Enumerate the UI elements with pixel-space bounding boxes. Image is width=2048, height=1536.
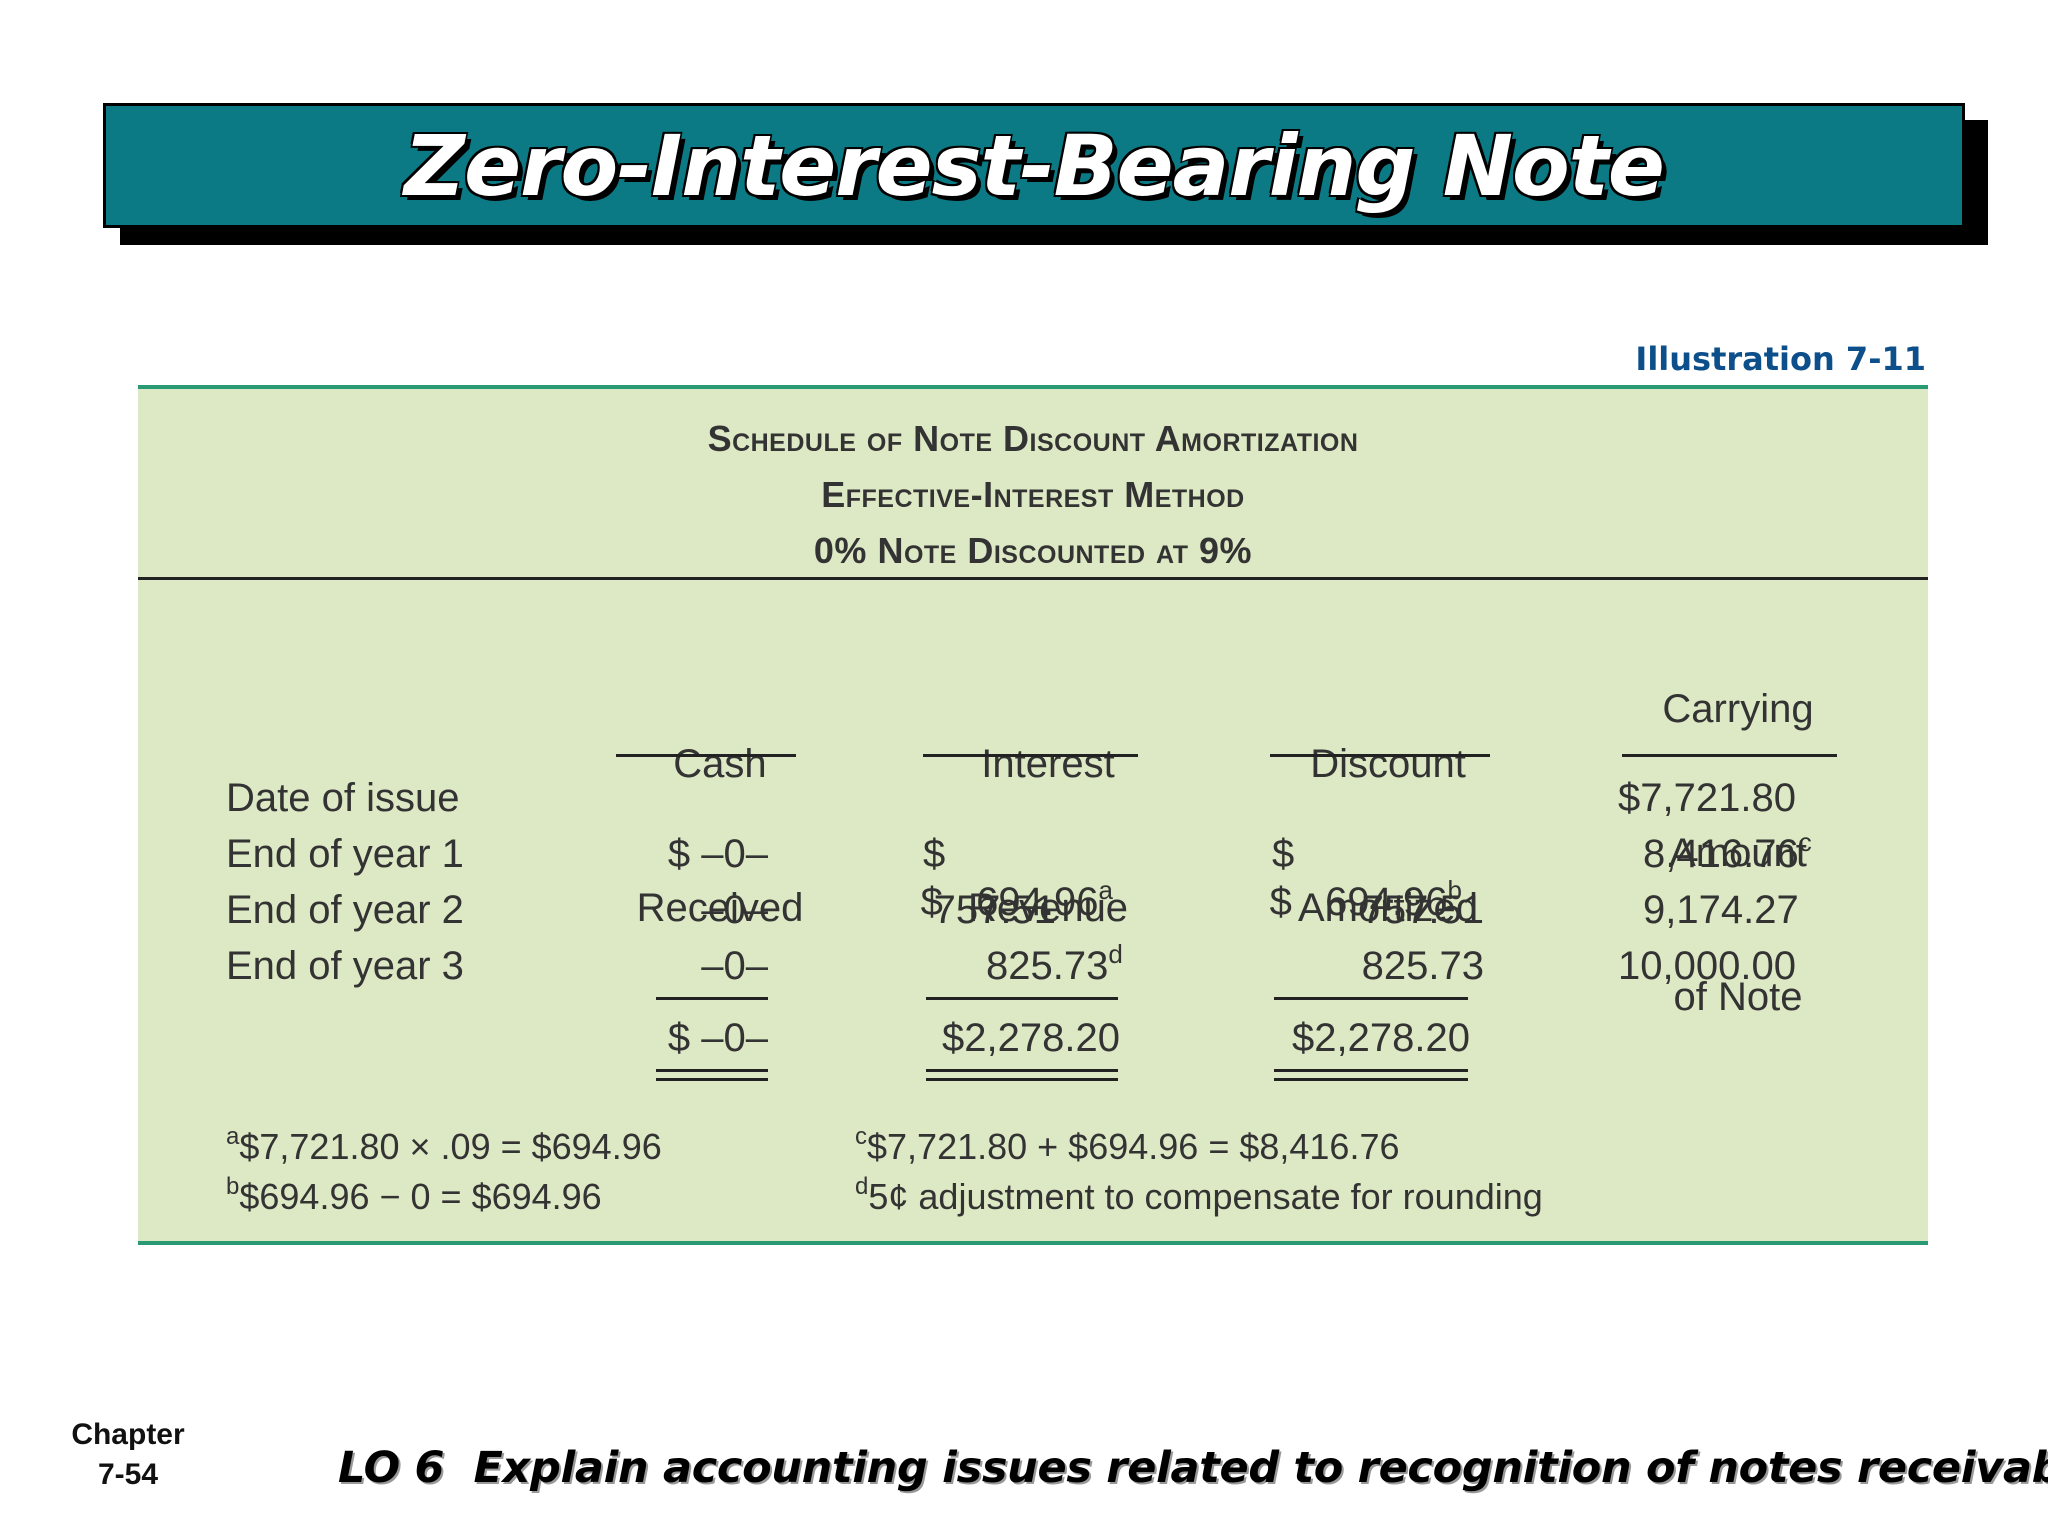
footnote-c-text: $7,721.80 + $694.96 = $8,416.76	[867, 1126, 1400, 1167]
cash-year-2: –0–	[701, 888, 768, 932]
interest-year-1-footnote-marker: a	[1098, 874, 1113, 905]
discount-total-double-rule	[1274, 1069, 1468, 1081]
discount-year-1-footnote-marker: b	[1447, 874, 1462, 905]
discount-total-rule	[1274, 997, 1468, 1000]
cash-year-3: –0–	[701, 944, 768, 988]
chapter-label-text: Chapter	[71, 1418, 185, 1451]
footnote-d: d5¢ adjustment to compensate for roundin…	[855, 1174, 1543, 1220]
col-header-discount-line-1: Discount	[1310, 742, 1466, 786]
row-label-year-1: End of year 1	[226, 832, 464, 876]
learning-objective: LO 6 Explain accounting issues related t…	[338, 1443, 2048, 1493]
row-label-year-2: End of year 2	[226, 888, 464, 932]
heading-line-1: Schedule of Note Discount Amortization	[707, 418, 1359, 459]
col-header-cash-line-1: Cash	[673, 742, 767, 786]
col-header-cash: Cash Received	[600, 644, 840, 1028]
col-header-carrying-line-3: of Note	[1673, 975, 1803, 1019]
col-header-carrying-underline	[1622, 754, 1837, 757]
col-header-carrying-line-2: Amount	[1669, 831, 1807, 875]
heading-line-3: 0% Note Discounted at 9%	[813, 530, 1253, 571]
interest-year-2: 757.51	[933, 888, 1056, 932]
carrying-year-1: 8,416.76c	[1643, 826, 1812, 878]
cash-total-double-rule	[656, 1069, 768, 1081]
row-label-year-3: End of year 3	[226, 944, 464, 988]
slide-title: Zero-Interest-Bearing Note	[404, 116, 1665, 215]
col-header-carrying: Carrying Amount of Note	[1618, 589, 1858, 1117]
carrying-year-2: 9,174.27	[1643, 888, 1799, 932]
footnote-a-text: $7,721.80 × .09 = $694.96	[239, 1126, 662, 1167]
heading-line-2: Effective-Interest Method	[821, 474, 1245, 515]
cash-year-1: $ –0–	[667, 832, 768, 876]
carrying-year-3: 10,000.00	[1618, 944, 1796, 988]
footnote-c: c$7,721.80 + $694.96 = $8,416.76	[855, 1124, 1400, 1170]
carrying-issue: $7,721.80	[1618, 776, 1796, 820]
page-number: 7-54	[97, 1458, 159, 1491]
row-label-issue: Date of issue	[226, 776, 460, 820]
col-header-interest-line-2: Revenue	[967, 886, 1129, 930]
footnote-d-text: 5¢ adjustment to compensate for rounding	[868, 1176, 1543, 1217]
footnote-a: a$7,721.80 × .09 = $694.96	[226, 1124, 662, 1170]
footnote-c-marker: c	[855, 1123, 867, 1150]
discount-year-1-value: $ 694.96	[1269, 880, 1448, 924]
footnote-b-text: $694.96 − 0 = $694.96	[239, 1176, 602, 1217]
interest-year-3: 825.73d	[986, 938, 1123, 990]
interest-total: $2,278.20	[942, 1016, 1120, 1060]
col-header-discount-underline	[1270, 754, 1490, 757]
footnote-a-marker: a	[226, 1123, 240, 1150]
footnote-d-marker: d	[855, 1173, 869, 1200]
footnote-b-marker: b	[226, 1173, 240, 1200]
interest-year-1-value: $ 694.96	[920, 880, 1099, 924]
cash-total: $ –0–	[667, 1016, 768, 1060]
col-header-discount: Discount Amortized	[1258, 644, 1518, 1028]
discount-year-3: 825.73	[1361, 944, 1484, 988]
interest-year-1: $ $ 694.96a	[920, 832, 1113, 924]
title-banner: Zero-Interest-Bearing Note	[103, 103, 1965, 228]
heading-divider	[138, 577, 1928, 580]
interest-year-3-footnote-marker: d	[1108, 938, 1123, 969]
carrying-year-1-footnote-marker: c	[1798, 826, 1812, 857]
interest-total-double-rule	[926, 1069, 1118, 1081]
chapter-label: Chapter 7-54	[58, 1415, 198, 1495]
carrying-year-1-value: 8,416.76	[1643, 832, 1799, 876]
footnote-b: b$694.96 − 0 = $694.96	[226, 1174, 602, 1220]
col-header-discount-line-2: Amortized	[1297, 886, 1479, 930]
cash-total-rule	[656, 997, 768, 1000]
discount-total: $2,278.20	[1292, 1016, 1470, 1060]
discount-year-2: 757.51	[1361, 888, 1484, 932]
col-header-cash-line-2: Received	[636, 886, 804, 930]
illustration-label: Illustration 7-11	[1635, 340, 1926, 378]
discount-year-1: $ $ 694.96b	[1269, 832, 1462, 924]
schedule-heading: Schedule of Note Discount Amortization E…	[138, 411, 1928, 579]
col-header-interest: Interest Revenue	[928, 644, 1168, 1028]
interest-total-rule	[926, 997, 1118, 1000]
schedule-panel: Schedule of Note Discount Amortization E…	[138, 385, 1928, 1245]
col-header-interest-line-1: Interest	[981, 742, 1115, 786]
col-header-cash-underline	[616, 754, 796, 757]
col-header-interest-underline	[923, 754, 1138, 757]
col-header-carrying-line-1: Carrying	[1662, 687, 1814, 731]
interest-year-3-value: 825.73	[986, 944, 1109, 988]
